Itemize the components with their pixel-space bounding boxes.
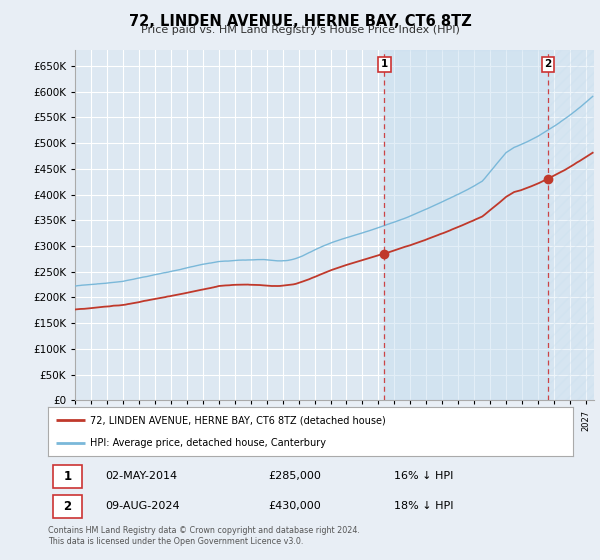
Text: 16% ↓ HPI: 16% ↓ HPI bbox=[395, 471, 454, 481]
Text: 18% ↓ HPI: 18% ↓ HPI bbox=[395, 501, 454, 511]
Bar bbox=[548, 50, 594, 400]
Text: 02-MAY-2014: 02-MAY-2014 bbox=[106, 471, 178, 481]
Text: £430,000: £430,000 bbox=[269, 501, 321, 511]
Text: 2: 2 bbox=[64, 500, 72, 513]
Text: 2: 2 bbox=[544, 59, 551, 69]
FancyBboxPatch shape bbox=[53, 465, 82, 488]
Text: 09-AUG-2024: 09-AUG-2024 bbox=[106, 501, 181, 511]
Text: HPI: Average price, detached house, Canterbury: HPI: Average price, detached house, Cant… bbox=[90, 438, 326, 448]
FancyBboxPatch shape bbox=[53, 495, 82, 518]
Text: 72, LINDEN AVENUE, HERNE BAY, CT6 8TZ: 72, LINDEN AVENUE, HERNE BAY, CT6 8TZ bbox=[128, 14, 472, 29]
Text: Price paid vs. HM Land Registry's House Price Index (HPI): Price paid vs. HM Land Registry's House … bbox=[140, 25, 460, 35]
Text: Contains HM Land Registry data © Crown copyright and database right 2024.
This d: Contains HM Land Registry data © Crown c… bbox=[48, 526, 360, 546]
Bar bbox=[385, 50, 548, 400]
Text: £285,000: £285,000 bbox=[269, 471, 322, 481]
Text: 72, LINDEN AVENUE, HERNE BAY, CT6 8TZ (detached house): 72, LINDEN AVENUE, HERNE BAY, CT6 8TZ (d… bbox=[90, 416, 386, 426]
Text: 1: 1 bbox=[380, 59, 388, 69]
Text: 1: 1 bbox=[64, 470, 72, 483]
